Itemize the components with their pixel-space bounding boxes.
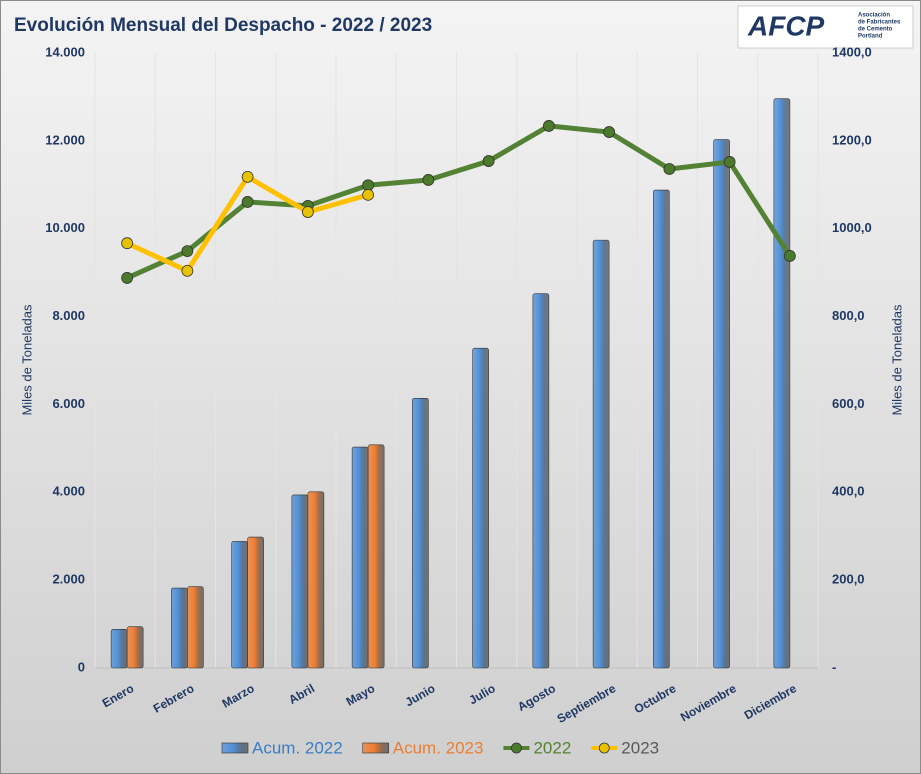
- y2-tick-label: 400,0: [832, 484, 865, 499]
- bar: [291, 494, 309, 669]
- bar: [773, 98, 791, 669]
- y2-tick-label: 1200,0: [832, 132, 872, 147]
- line: [126, 123, 792, 281]
- y-axis-label: Miles de Toneladas: [19, 304, 34, 416]
- bar: [231, 541, 248, 669]
- y2-axis-label: Miles de Toneladas: [889, 304, 904, 416]
- marker: [482, 155, 495, 167]
- logo-subtitle: Asociación: [858, 13, 890, 19]
- bar: [126, 626, 144, 669]
- marker: [301, 206, 314, 218]
- y2-tick-label: 1400,0: [832, 44, 872, 59]
- bar: [247, 536, 264, 669]
- y-tick-label: 6.000: [52, 396, 85, 411]
- legend-swatch: [221, 742, 249, 754]
- y2-tick-label: 600,0: [832, 396, 865, 411]
- bar: [472, 347, 489, 669]
- marker: [181, 264, 194, 277]
- logo: AFCP Asociación de Fabricantes de Cement…: [737, 5, 914, 49]
- logo-subtitle: Portland: [858, 34, 883, 40]
- logo-box: [737, 5, 914, 49]
- legend-label: Acum. 2022: [252, 738, 343, 757]
- logo-subtitle: de Fabricantes: [858, 20, 901, 26]
- marker: [362, 188, 375, 201]
- bar: [307, 491, 325, 669]
- legend-label: Acum. 2023: [393, 738, 484, 757]
- bar: [367, 444, 385, 669]
- chart-title: Evolución Mensual del Despacho - 2022 / …: [14, 15, 432, 36]
- bar: [110, 629, 128, 669]
- y2-tick-label: 1000,0: [832, 220, 872, 235]
- marker: [603, 126, 616, 138]
- bar: [713, 139, 730, 669]
- logo-subtitle: de Cemento: [858, 27, 893, 33]
- bar: [592, 239, 610, 669]
- marker: [723, 156, 736, 168]
- marker: [542, 120, 555, 132]
- marker: [241, 196, 254, 208]
- legend-label: 2023: [621, 738, 659, 757]
- legend-marker: [511, 742, 522, 754]
- marker: [422, 174, 435, 186]
- y2-tick-label: -: [832, 659, 836, 674]
- y-tick-label: 14.000: [45, 44, 85, 59]
- bar: [187, 586, 204, 669]
- marker: [663, 163, 676, 175]
- marker: [181, 245, 194, 258]
- marker: [121, 237, 134, 250]
- legend-marker: [598, 742, 610, 754]
- marker: [783, 250, 796, 262]
- legend-label: 2022: [533, 738, 571, 757]
- legend-swatch: [362, 742, 390, 754]
- y-tick-label: 0: [78, 659, 85, 674]
- y2-tick-label: 800,0: [832, 308, 865, 323]
- bar: [171, 587, 188, 669]
- y-tick-label: 8.000: [52, 308, 85, 323]
- y-tick-label: 2.000: [52, 572, 85, 587]
- bar: [412, 397, 429, 669]
- y-tick-label: 10.000: [45, 220, 85, 235]
- bar: [653, 189, 670, 669]
- marker: [121, 272, 134, 284]
- logo-text: AFCP: [747, 10, 825, 41]
- y-tick-label: 4.000: [52, 484, 85, 499]
- bar: [532, 293, 550, 669]
- bar: [351, 446, 369, 669]
- marker: [241, 170, 254, 183]
- y-tick-label: 12.000: [45, 132, 85, 147]
- y2-tick-label: 200,0: [832, 572, 865, 587]
